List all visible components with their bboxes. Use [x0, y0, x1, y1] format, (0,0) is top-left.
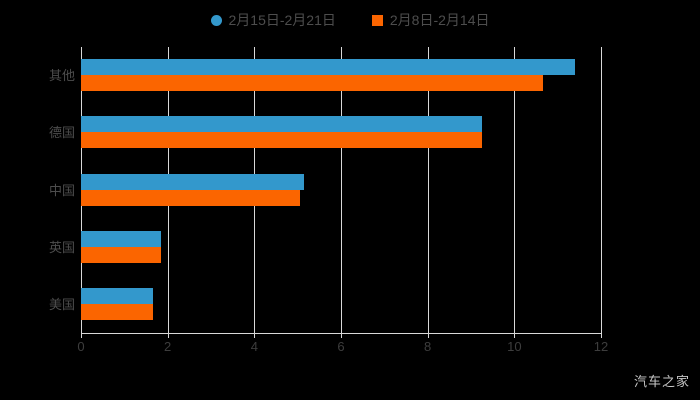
- x-axis-tick-label: 12: [593, 339, 609, 354]
- legend-item-series-2[interactable]: 2月8日-2月14日: [371, 12, 490, 28]
- x-axis-tick-label: 0: [77, 339, 85, 354]
- x-axis-tick-label: 4: [250, 339, 258, 354]
- x-axis-tick: [601, 333, 602, 338]
- chart-legend: 2月15日-2月21日 2月8日-2月14日: [0, 8, 700, 32]
- bar[interactable]: [81, 189, 300, 206]
- bar[interactable]: [81, 116, 482, 133]
- gridline: [427, 47, 429, 333]
- x-axis-tick-label: 2: [164, 339, 172, 354]
- gridline: [514, 47, 516, 333]
- bar[interactable]: [81, 230, 162, 247]
- bar[interactable]: [81, 173, 305, 190]
- gridline: [341, 47, 342, 333]
- x-axis-tick: [514, 333, 516, 338]
- watermark: 汽车之家: [633, 374, 690, 389]
- y-axis-category-labels: 其他德国中国英国美国: [0, 0, 75, 400]
- y-axis-category-label: 德国: [48, 125, 75, 141]
- bar[interactable]: [81, 75, 543, 92]
- x-axis-tick: [341, 333, 342, 338]
- legend-circle-marker-icon: [210, 14, 222, 26]
- x-axis-tick: [427, 333, 429, 338]
- bar[interactable]: [81, 246, 162, 263]
- x-axis-tick: [81, 333, 82, 338]
- x-axis-tick-label: 6: [337, 339, 345, 354]
- x-axis-tick: [167, 333, 169, 338]
- y-axis-category-label: 美国: [48, 296, 75, 312]
- bar[interactable]: [81, 59, 575, 76]
- x-axis-tick-label: 10: [507, 339, 522, 354]
- legend-label-series-1: 2月15日-2月21日: [228, 12, 336, 28]
- y-axis-category-label: 英国: [48, 239, 75, 255]
- y-axis-category-label: 中国: [48, 182, 75, 198]
- bar[interactable]: [81, 132, 482, 149]
- bar[interactable]: [81, 287, 153, 304]
- x-axis-tick-label: 8: [424, 339, 432, 354]
- legend-square-marker-icon: [371, 14, 383, 26]
- plot-area: [81, 47, 601, 333]
- y-axis-category-label: 其他: [48, 68, 75, 84]
- legend-label-series-2: 2月8日-2月14日: [389, 12, 490, 28]
- gridline: [601, 47, 602, 333]
- x-axis-tick: [254, 333, 256, 338]
- legend-item-series-1[interactable]: 2月15日-2月21日: [210, 12, 336, 28]
- bar[interactable]: [81, 303, 153, 320]
